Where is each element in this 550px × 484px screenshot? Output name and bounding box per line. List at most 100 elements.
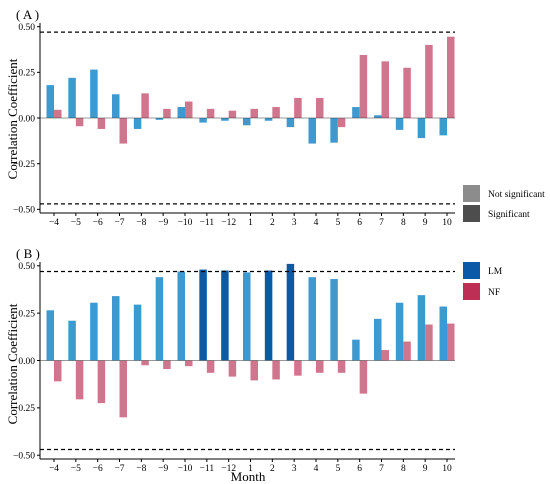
panel-a-bar-lm-19 <box>439 118 447 136</box>
panel-b-x-tick-label: −8 <box>136 464 146 474</box>
panel-a-x-tick-label: −7 <box>114 218 124 228</box>
panel-b-x-tick-label: 6 <box>357 464 362 474</box>
panel-a-bar-nf-16 <box>381 61 389 118</box>
panel-b-bar-lm-15 <box>352 339 360 361</box>
panel-a-bar-nf-14 <box>337 118 346 128</box>
panel-a-label: ( A ) <box>16 7 39 22</box>
panel-b-x-tick-label: 8 <box>401 464 406 474</box>
panel-a-bar-lm-12 <box>286 118 295 128</box>
panel-a: ( A ) Correlation Coefficient −0.50 −0.25… <box>5 7 455 228</box>
panel-a-bar-lm-11 <box>264 118 273 121</box>
panel-a-x-tick-label: 10 <box>442 218 452 228</box>
panel-a-bar-lm-16 <box>374 115 382 118</box>
panel-a-bar-lm-14 <box>330 118 338 143</box>
panel-b-x-tick-label: −5 <box>71 464 81 474</box>
panel-b-bar-lm-17 <box>395 302 404 361</box>
panel-a-y-axis-title: Correlation Coefficient <box>5 58 20 179</box>
panel-a-bar-nf-19 <box>447 36 455 119</box>
legend-swatch-not-significant <box>463 185 480 202</box>
panel-a-bar-nf-11 <box>272 107 280 118</box>
panel-b-bar-nf-4 <box>119 360 127 418</box>
panel-a-bar-nf-15 <box>359 54 368 118</box>
panel-a-bar-lm-8 <box>199 118 207 123</box>
panel-b-x-tick-label: −11 <box>200 464 215 474</box>
panel-a-x-tick-label: 8 <box>401 218 406 228</box>
panel-a-bar-lm-10 <box>243 118 251 126</box>
panel-a-x-tick-label: −6 <box>93 218 103 228</box>
panel-a-x-tick-label: −9 <box>158 218 168 228</box>
panel-a-x-tick-label: 9 <box>423 218 428 228</box>
panel-a-y-tick-label: 0.00 <box>18 114 35 124</box>
legend-label-significant: Significant <box>488 209 530 220</box>
panel-a-x-tick-label: −11 <box>200 218 215 228</box>
panel-b-bar-nf-6 <box>163 360 171 370</box>
panel-b-bar-lm-13 <box>308 277 316 361</box>
panel-b-bar-lm-7 <box>177 271 185 361</box>
panel-b-bar-nf-18 <box>425 324 433 361</box>
panel-b-bar-lm-9 <box>221 270 229 361</box>
panel-b-x-tick-label: 2 <box>270 464 275 474</box>
legend-series: LM NF <box>463 262 503 300</box>
panel-a-bar-lm-5 <box>133 118 142 129</box>
panel-a-bar-lm-7 <box>177 107 185 118</box>
panel-b-bar-nf-5 <box>141 360 149 366</box>
panel-a-bar-lm-1 <box>46 85 54 118</box>
legend-significance: Not significant Significant <box>463 185 545 222</box>
panel-a-x-tick-label: −4 <box>49 218 59 228</box>
panel-b-bar-nf-19 <box>447 323 455 361</box>
panel-b-y-tick-label: 0.25 <box>18 309 35 319</box>
panel-b-bar-nf-15 <box>359 360 368 394</box>
panel-a-y-tick-label: −0.25 <box>13 160 35 170</box>
panel-b-bar-lm-18 <box>417 295 426 361</box>
panel-b-x-tick-label: 7 <box>379 464 384 474</box>
panel-a-bar-nf-6 <box>163 108 171 118</box>
legend-swatch-lm <box>463 262 480 279</box>
panel-b-x-tick-label: −7 <box>114 464 124 474</box>
panel-a-bar-nf-7 <box>185 101 193 118</box>
panel-b-x-tick-label: −12 <box>221 464 236 474</box>
panel-b-y-axis-title: Correlation Coefficient <box>5 303 20 424</box>
panel-b-x-tick-label: 5 <box>335 464 340 474</box>
panel-a-bar-lm-17 <box>395 118 404 130</box>
panel-a-bar-lm-9 <box>221 118 229 121</box>
panel-a-x-tick-label: 2 <box>270 218 275 228</box>
panel-b-bar-lm-11 <box>264 270 273 361</box>
panel-a-bar-nf-8 <box>206 108 215 118</box>
panel-a-bar-lm-18 <box>417 118 426 139</box>
panel-b-y-tick-label: −0.25 <box>13 404 35 414</box>
panel-b-bar-lm-1 <box>46 310 54 361</box>
panel-b-y-tick-label: 0.50 <box>18 262 35 272</box>
panel-b-bar-nf-17 <box>403 341 411 361</box>
panel-a-bar-nf-2 <box>75 118 84 127</box>
panel-b-x-tick-label: −4 <box>49 464 59 474</box>
panel-b-bar-nf-16 <box>381 350 389 361</box>
panel-a-bar-lm-15 <box>352 107 360 118</box>
legend-label-lm: LM <box>488 267 503 277</box>
panel-a-bar-nf-18 <box>425 44 433 118</box>
panel-a-x-tick-label: −12 <box>221 218 236 228</box>
panel-a-bar-lm-6 <box>155 118 164 120</box>
panel-b-bar-nf-7 <box>185 360 193 367</box>
panel-b-bar-nf-8 <box>206 360 215 373</box>
panel-b-x-tick-label: −9 <box>158 464 168 474</box>
panel-b: ( B ) Correlation Coefficient −0.50 −0.25… <box>5 246 455 484</box>
legend-swatch-nf <box>463 283 480 300</box>
panel-a-bar-nf-10 <box>250 108 258 118</box>
panel-b-bar-nf-9 <box>228 360 237 377</box>
panel-a-bar-nf-5 <box>141 93 149 118</box>
panel-b-bar-nf-11 <box>272 360 280 380</box>
panel-a-y-tick-label: 0.25 <box>18 69 35 79</box>
panel-b-x-tick-label: 3 <box>292 464 297 474</box>
panel-a-y-tick-label: 0.50 <box>18 23 35 33</box>
panel-b-bar-lm-2 <box>68 320 76 361</box>
panel-a-bar-lm-13 <box>308 118 316 144</box>
panel-a-bar-lm-3 <box>90 69 98 118</box>
panel-b-bar-lm-12 <box>286 263 295 361</box>
panel-b-bar-nf-10 <box>250 360 258 381</box>
panel-b-bar-lm-19 <box>439 306 447 361</box>
panel-a-bar-nf-3 <box>97 118 106 129</box>
panel-b-bar-nf-1 <box>54 360 62 382</box>
panel-a-bar-nf-1 <box>54 109 62 118</box>
panel-b-bar-lm-3 <box>90 302 98 361</box>
panel-a-x-tick-label: 3 <box>292 218 297 228</box>
